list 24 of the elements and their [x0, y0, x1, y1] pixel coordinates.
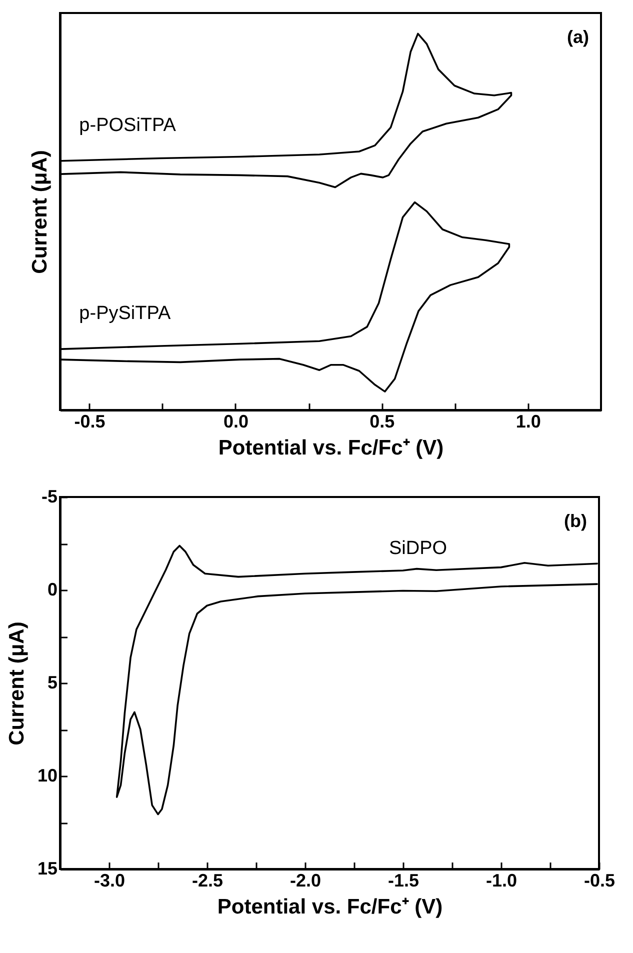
y-tick-label: -5: [41, 486, 58, 506]
series-label: p-POSiTPA: [79, 114, 176, 136]
x-tick-label: -1.0: [486, 870, 518, 890]
series-label: SiDPO: [388, 538, 448, 560]
x-tick-label: -1.5: [388, 870, 420, 890]
x-tick-label: -0.5: [584, 870, 616, 890]
y-tick-label: 0: [47, 580, 58, 600]
series-label: p-PySiTPA: [79, 303, 171, 324]
x-tick-label: 0.5: [370, 412, 395, 432]
annotation: (b): [564, 511, 588, 531]
x-tick-label: 0.0: [223, 412, 248, 432]
x-tick-label: 1.0: [516, 412, 541, 432]
y-tick-label: 5: [47, 672, 58, 692]
y-tick-label: 15: [37, 858, 58, 878]
y-axis-title: Current (μA): [5, 622, 28, 746]
x-tick-label: -3.0: [94, 870, 126, 890]
y-axis-title: Current (μA): [28, 150, 52, 274]
annotation: (a): [567, 27, 590, 47]
x-axis-title: Potential vs. Fc/Fc⁺ (V): [217, 896, 443, 918]
x-tick-label: -2.5: [192, 870, 224, 890]
x-tick-label: -2.0: [290, 870, 322, 890]
x-tick-label: -0.5: [74, 412, 106, 432]
y-tick-label: 10: [37, 766, 58, 786]
x-axis-title: Potential vs. Fc/Fc⁺ (V): [218, 436, 444, 460]
